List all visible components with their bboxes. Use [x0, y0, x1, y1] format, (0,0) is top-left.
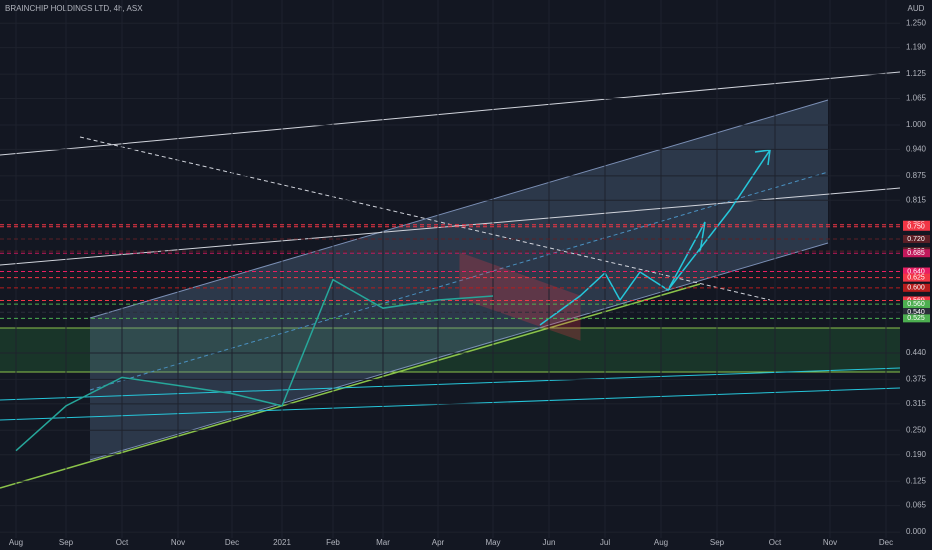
level-tag: [903, 308, 930, 317]
y-tick-label: 1.000: [906, 120, 927, 129]
level-label: 0.600: [907, 285, 925, 292]
y-tick-label: 0.065: [906, 501, 927, 510]
x-tick-label: Dec: [225, 538, 239, 547]
y-tick-label: 1.125: [906, 69, 927, 78]
level-tag: [903, 222, 930, 231]
x-tick-label: May: [485, 538, 500, 547]
level-tag: [903, 249, 930, 258]
y-tick-label: 1.065: [906, 94, 927, 103]
y-tick-label: 0.375: [906, 375, 927, 384]
level-label: 0.720: [907, 236, 925, 243]
level-tag: [903, 300, 930, 309]
y-tick-label: 0.315: [906, 399, 927, 408]
y-tick-label: 0.815: [906, 195, 927, 204]
level-label: 0.640: [907, 268, 925, 275]
level-label: 0.560: [907, 301, 925, 308]
x-tick-label: Aug: [654, 538, 668, 547]
x-tick-label: Oct: [116, 538, 129, 547]
level-tag: [903, 283, 930, 292]
x-tick-label: 2021: [273, 538, 291, 547]
x-tick-label: Mar: [376, 538, 390, 547]
y-tick-label: 0.250: [906, 425, 927, 434]
level-tag: [903, 234, 930, 243]
level-label: 0.625: [907, 274, 925, 281]
level-tag: [903, 267, 930, 276]
level-label: 0.540: [907, 309, 925, 316]
y-tick-label: 0.000: [906, 527, 927, 536]
level-label: 0.525: [907, 315, 925, 322]
y-tick-label: 0.440: [906, 348, 927, 357]
level-label: 0.685: [907, 250, 925, 257]
x-tick-label: Jul: [600, 538, 610, 547]
level-tag: [903, 314, 930, 323]
level-label: 0.750: [907, 224, 925, 231]
y-tick-label: 1.250: [906, 18, 927, 27]
x-tick-label: Dec: [879, 538, 893, 547]
y-tick-label: 1.190: [906, 43, 927, 52]
y-tick-label: 0.875: [906, 171, 927, 180]
x-tick-label: Nov: [171, 538, 185, 547]
y-tick-label: 0.190: [906, 450, 927, 459]
level-tag: [903, 273, 930, 282]
x-tick-label: Jun: [543, 538, 556, 547]
x-tick-label: Nov: [823, 538, 837, 547]
x-tick-label: Sep: [710, 538, 725, 547]
y-tick-label: 0.940: [906, 145, 927, 154]
chart-title: BRAINCHIP HOLDINGS LTD, 4h, ASX: [5, 4, 143, 13]
x-tick-label: Sep: [59, 538, 74, 547]
x-tick-label: Apr: [432, 538, 445, 547]
x-tick-label: Oct: [769, 538, 782, 547]
x-tick-label: Feb: [326, 538, 340, 547]
currency-label: AUD: [908, 4, 925, 13]
y-tick-label: 0.125: [906, 476, 927, 485]
x-tick-label: Aug: [9, 538, 23, 547]
price-line: [15, 278, 494, 452]
